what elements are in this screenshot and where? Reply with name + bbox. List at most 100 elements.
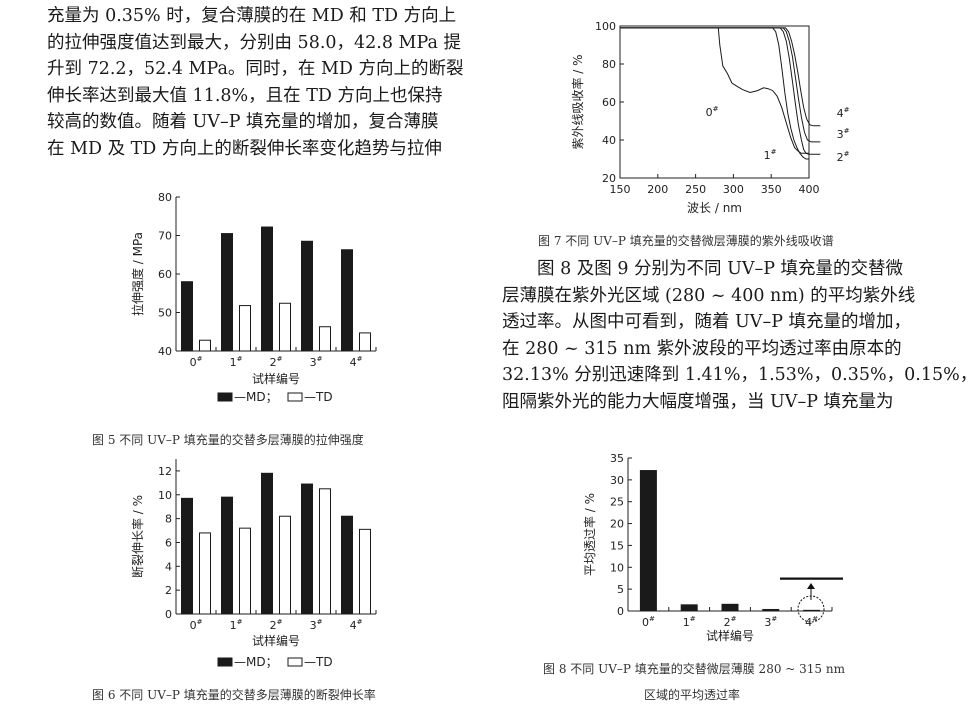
bar-value-0 — [639, 470, 657, 612]
series-line-1 — [620, 27, 809, 160]
x-tick-label: 200 — [647, 183, 668, 196]
bar-td-3 — [319, 326, 331, 352]
bar-td-4 — [359, 528, 371, 615]
x-tick-label: 2# — [724, 615, 737, 629]
y-axis-label: 断裂伸长率 / % — [130, 495, 145, 578]
legend-td-label: —TD — [304, 655, 333, 669]
x-tick-label: 3# — [310, 355, 323, 369]
series-line-2 — [620, 27, 821, 155]
x-tick-label: 1# — [683, 615, 696, 629]
y-axis-label: 紫外线吸收率 / % — [570, 54, 585, 149]
y-tick-label: 60 — [602, 96, 616, 109]
x-tick-label: 1# — [230, 618, 243, 632]
text-line: 升到 72.2，52.4 MPa。同时，在 MD 方向上的断裂 — [47, 59, 464, 79]
annotation-circle — [797, 595, 825, 623]
y-tick-label: 20 — [610, 518, 624, 531]
y-tick-label: 35 — [610, 452, 624, 465]
bar-td-0 — [199, 339, 211, 352]
x-tick-label: 350 — [761, 183, 782, 196]
bar-td-2 — [279, 515, 291, 615]
text-line: 在 MD 及 TD 方向上的断裂伸长率变化趋势与拉伸 — [47, 138, 442, 159]
x-tick-label: 2# — [270, 618, 283, 632]
y-tick-label: 15 — [610, 539, 624, 552]
y-tick-label: 80 — [158, 191, 172, 204]
legend-md-swatch — [217, 392, 233, 402]
bar-md-1 — [221, 233, 233, 352]
bar-td-0 — [199, 532, 211, 615]
x-tick-label: 250 — [685, 183, 706, 196]
bar-md-0 — [181, 281, 193, 352]
curve-label: 3# — [837, 127, 850, 141]
annotation-arrowhead — [807, 583, 815, 589]
text-line: 的拉伸强度值达到最大，分别由 58.0，42.8 MPa 提 — [47, 32, 461, 53]
y-tick-label: 10 — [610, 561, 624, 574]
y-tick-label: 30 — [610, 474, 624, 487]
y-tick-label: 0 — [617, 605, 624, 618]
bar-value-2 — [721, 603, 739, 612]
bar-td-4 — [359, 332, 371, 352]
x-tick-label: 300 — [723, 183, 744, 196]
y-tick-label: 0 — [165, 608, 172, 621]
bar-md-0 — [181, 497, 193, 615]
series-line-4 — [620, 27, 821, 127]
y-tick-label: 60 — [158, 268, 172, 281]
y-axis-label: 平均透过率 / % — [582, 493, 597, 576]
figure-8-caption: 图 8 不同 UV–P 填充量的交替微层薄膜 280 ~ 315 nm — [543, 662, 845, 676]
text-line: 32.13% 分别迅速降到 1.41%，1.53%，0.35%，0.15%， — [502, 365, 970, 385]
x-axis-label: 波长 / nm — [687, 201, 742, 215]
y-tick-label: 8 — [165, 513, 172, 526]
x-tick-label: 0# — [642, 615, 655, 629]
curve-label: 0# — [706, 105, 719, 119]
curve-label: 2# — [837, 150, 850, 164]
y-tick-label: 100 — [595, 20, 616, 33]
x-tick-label: 2# — [270, 355, 283, 369]
x-tick-label: 4# — [350, 355, 363, 369]
figure-8-caption-line2: 区域的平均透过率 — [644, 688, 741, 702]
curve-label: 1# — [764, 148, 777, 162]
legend-md-label: —MD； — [234, 390, 278, 404]
bar-md-4 — [341, 515, 353, 615]
x-tick-label: 0# — [190, 355, 203, 369]
bar-td-1 — [239, 305, 251, 352]
figure-6-caption: 图 6 不同 UV–P 填充量的交替多层薄膜的断裂伸长率 — [92, 688, 376, 702]
x-tick-label: 1# — [230, 355, 243, 369]
x-tick-label: 3# — [310, 618, 323, 632]
text-line: 伸长率达到最大值 11.8%，且在 TD 方向上也保持 — [47, 85, 443, 106]
bar-td-2 — [279, 302, 291, 352]
legend-md-label: —MD； — [234, 655, 278, 669]
y-tick-label: 40 — [602, 134, 616, 147]
x-tick-label: 4# — [805, 615, 818, 629]
x-tick-label: 0# — [190, 618, 203, 632]
legend-md-swatch — [217, 657, 233, 667]
legend-td-swatch — [287, 657, 303, 667]
legend-td-label: —TD — [304, 390, 333, 404]
y-tick-label: 40 — [158, 345, 172, 358]
text-line: 层薄膜在紫外光区域 (280 ~ 400 nm) 的平均紫外线 — [502, 285, 916, 306]
series-line-0 — [717, 27, 809, 154]
x-tick-label: 400 — [799, 183, 820, 196]
text-line: 阻隔紫外光的能力大幅度增强，当 UV–P 填充量为 — [502, 391, 894, 412]
bar-md-2 — [261, 226, 273, 352]
bar-md-4 — [341, 249, 353, 352]
curve-label: 4# — [837, 106, 850, 120]
y-tick-label: 80 — [602, 58, 616, 71]
text-line: 在 280 ~ 315 nm 紫外波段的平均透过率由原本的 — [502, 338, 902, 359]
bar-value-1 — [680, 604, 698, 612]
text-line: 图 8 及图 9 分别为不同 UV–P 填充量的交替微 — [537, 259, 904, 279]
figure-5-caption: 图 5 不同 UV–P 填充量的交替多层薄膜的拉伸强度 — [92, 433, 364, 447]
x-axis-label: 试样编号 — [706, 628, 754, 643]
bar-md-3 — [301, 483, 313, 615]
y-tick-label: 20 — [602, 172, 616, 185]
x-tick-label: 4# — [350, 618, 363, 632]
x-axis-label: 试样编号 — [252, 371, 300, 386]
legend-td-swatch — [287, 392, 303, 402]
bar-value-4 — [803, 609, 821, 612]
figure-7-caption: 图 7 不同 UV–P 填充量的交替微层薄膜的紫外线吸收谱 — [538, 234, 834, 248]
bar-value-3 — [762, 608, 780, 612]
y-tick-label: 10 — [158, 489, 172, 502]
right-paragraph: 图 8 及图 9 分别为不同 UV–P 填充量的交替微 层薄膜在紫外光区域 (2… — [502, 256, 970, 415]
